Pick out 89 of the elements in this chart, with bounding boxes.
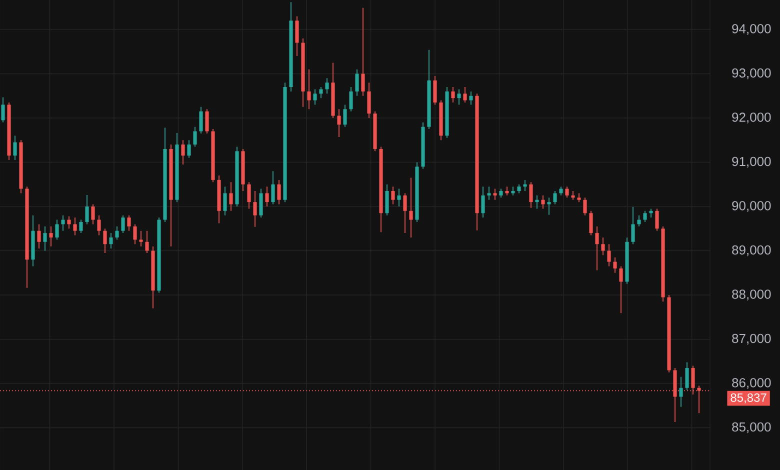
y-tick-label: 86,000 xyxy=(732,378,771,389)
candlestick xyxy=(547,197,551,216)
candlestick xyxy=(109,232,113,249)
y-tick-label: 85,000 xyxy=(732,422,771,434)
candlestick xyxy=(409,177,413,238)
candlestick xyxy=(487,186,491,200)
candlestick xyxy=(121,214,125,234)
y-tick-label: 90,000 xyxy=(732,201,771,212)
candlestick xyxy=(61,214,65,232)
candlestick xyxy=(319,86,323,99)
candlestick xyxy=(595,226,599,271)
y-tick-label: 93,000 xyxy=(732,68,771,80)
candlestick xyxy=(481,186,485,218)
candlestick xyxy=(523,179,527,192)
candlestick xyxy=(115,226,119,240)
candlestick xyxy=(367,82,371,118)
candlestick xyxy=(271,170,275,205)
candlestick xyxy=(607,244,611,267)
candlestick xyxy=(193,126,197,148)
candlestick xyxy=(55,219,59,240)
candlestick xyxy=(535,194,539,210)
candlestick xyxy=(643,210,647,222)
y-tick-label: 87,000 xyxy=(732,334,771,345)
candlestick xyxy=(361,7,365,96)
candlestick xyxy=(277,179,281,205)
candlestick xyxy=(337,108,341,138)
candlestick xyxy=(541,194,545,210)
candlestick xyxy=(433,76,437,106)
candlestick xyxy=(403,192,407,234)
ref-line-label: 85,837 xyxy=(730,393,766,404)
y-tick-label: 89,000 xyxy=(732,245,771,256)
candlestick xyxy=(553,190,557,205)
candlestick xyxy=(139,230,143,247)
candlestick xyxy=(469,91,473,106)
candlestick xyxy=(79,219,83,234)
candlestick xyxy=(205,108,209,134)
candlestick xyxy=(385,184,389,216)
candlestick xyxy=(349,86,353,112)
candlestick xyxy=(187,140,191,158)
y-tick-label: 88,000 xyxy=(732,290,771,300)
candlestick xyxy=(1,96,5,123)
candlestick xyxy=(253,190,257,228)
candlestick xyxy=(583,197,587,216)
candlestick xyxy=(355,68,359,96)
candlestick xyxy=(655,208,659,232)
candlestick xyxy=(73,217,77,236)
candlestick xyxy=(37,224,41,249)
y-tick-label: 92,000 xyxy=(732,112,771,124)
candlestick xyxy=(679,376,683,408)
candlestick xyxy=(67,216,71,230)
candlestick xyxy=(613,256,617,274)
candlestick xyxy=(451,86,455,103)
candlestick xyxy=(307,68,311,110)
candlestick xyxy=(463,86,467,103)
candlestick xyxy=(199,106,203,134)
candlestick xyxy=(265,186,269,207)
candlestick xyxy=(127,214,131,232)
candlestick xyxy=(133,224,137,245)
candlestick xyxy=(145,230,149,254)
candlestick xyxy=(397,188,401,207)
candlestick xyxy=(619,266,623,314)
candlestick xyxy=(457,88,461,106)
candlestick xyxy=(13,135,17,160)
y-tick-label: 91,000 xyxy=(732,156,771,168)
candlestick xyxy=(589,210,593,236)
candlestick xyxy=(313,88,317,106)
candlestick xyxy=(43,226,47,252)
candlestick xyxy=(565,186,569,198)
candlestick xyxy=(85,194,89,225)
candlestick xyxy=(685,362,689,391)
candlestick xyxy=(181,140,185,165)
y-tick-label: 94,000 xyxy=(732,24,771,35)
candlestick xyxy=(529,182,533,208)
candlestick xyxy=(631,206,635,245)
candlestick xyxy=(343,104,347,128)
candlestick xyxy=(229,182,233,212)
candlestick xyxy=(97,214,101,236)
candlestick xyxy=(223,186,227,216)
candlestick xyxy=(103,228,107,254)
candlestick xyxy=(637,214,641,227)
candlestick xyxy=(247,182,251,210)
candlestick xyxy=(49,226,53,247)
candlestick xyxy=(601,237,605,256)
candlestick xyxy=(91,204,95,225)
candlestick xyxy=(493,188,497,200)
candlestick xyxy=(325,78,329,94)
candlestick xyxy=(259,188,263,218)
candlestick xyxy=(295,16,299,56)
candlestick xyxy=(391,186,395,205)
